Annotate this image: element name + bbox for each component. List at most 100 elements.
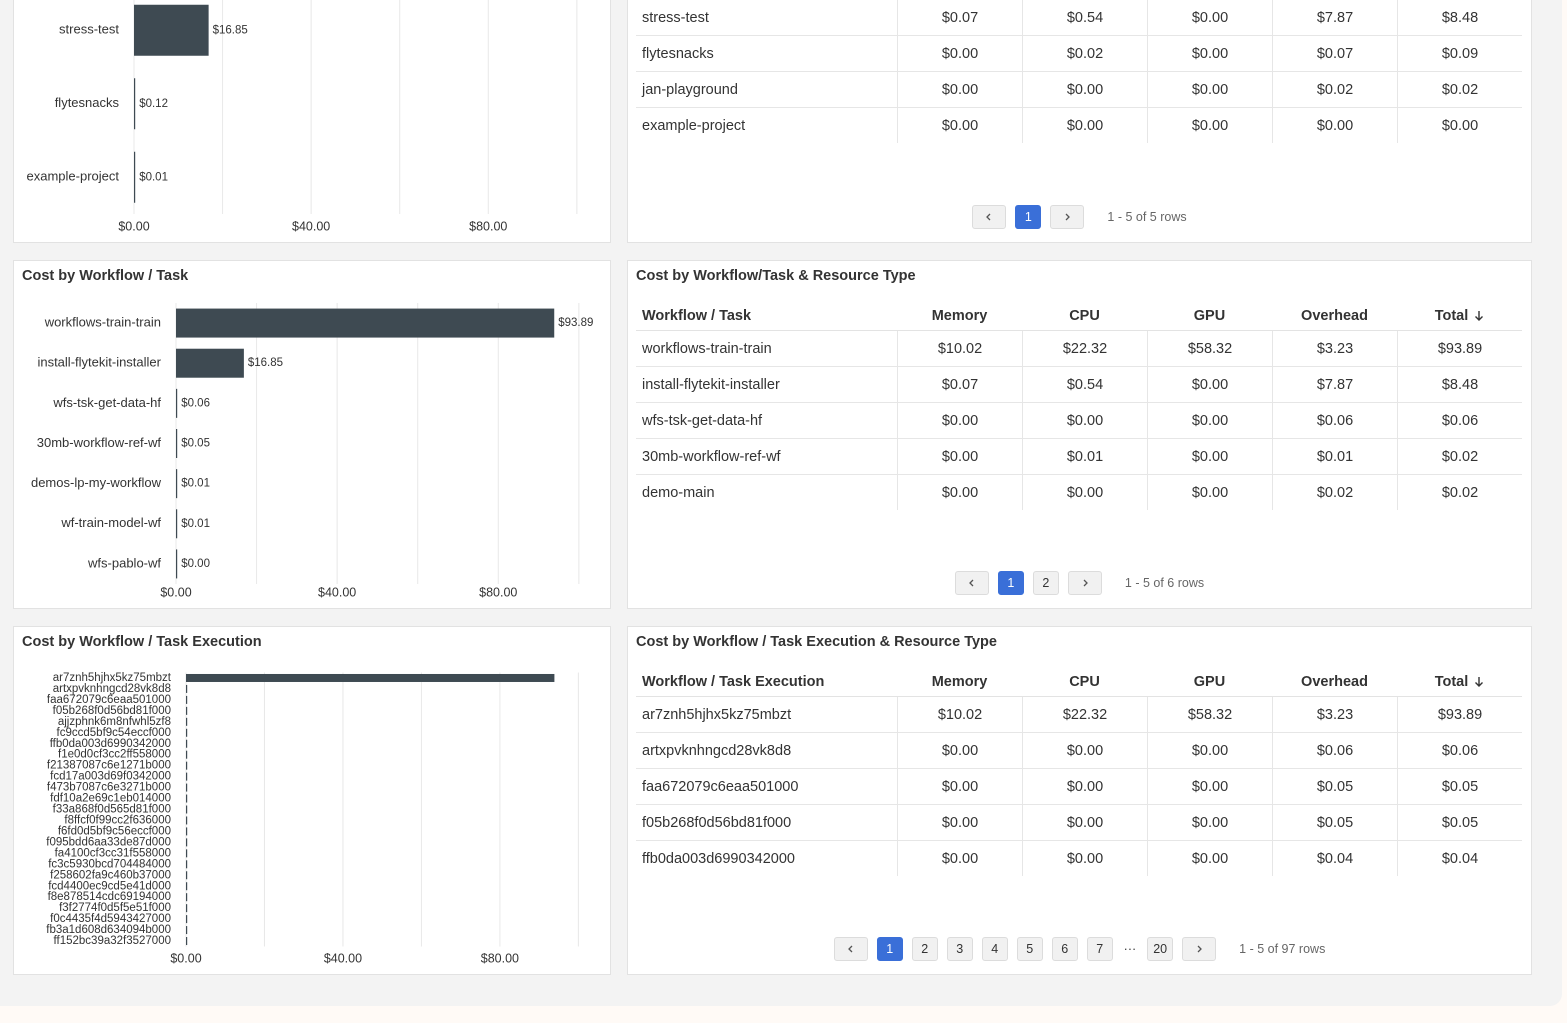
table-cell: $0.00 <box>1147 108 1272 143</box>
pagination-summary: 1 - 5 of 6 rows <box>1124 576 1205 590</box>
page-button[interactable]: 7 <box>1086 937 1113 961</box>
column-header[interactable]: Overhead <box>1272 301 1397 330</box>
table-cell: $22.32 <box>1022 331 1147 366</box>
column-header-text: CPU <box>1069 673 1100 690</box>
table-cell: $0.00 <box>897 733 1022 768</box>
table: Workflow / Task Memory CPU GPU Overhead Total… <box>636 301 1522 510</box>
column-header-text: Overhead <box>1301 307 1368 324</box>
table-cell: $0.02 <box>1272 72 1397 107</box>
page-button[interactable]: 5 <box>1016 937 1043 961</box>
column-header[interactable]: GPU <box>1147 667 1272 696</box>
table-cell: $0.01 <box>1272 439 1397 474</box>
table-cell: $93.89 <box>1397 331 1522 366</box>
table-cell: $10.02 <box>897 331 1022 366</box>
table-header: Workflow / Task Execution Memory CPU GPU Ove… <box>636 667 1522 697</box>
table-cell: $3.23 <box>1272 697 1397 732</box>
table-cell: $8.48 <box>1397 0 1522 35</box>
column-header-text: Memory <box>931 307 988 324</box>
page-button[interactable]: 2 <box>1032 571 1059 595</box>
table-header: Workflow / Task Memory CPU GPU Overhead Total <box>636 301 1522 331</box>
table-row: stress-test $0.07 $0.54 $0.00 $7.87 $8.48 <box>636 0 1522 36</box>
column-header-text: Total <box>1434 673 1469 690</box>
table-cell: $0.02 <box>1397 72 1522 107</box>
table-row: ar7znh5hjhx5kz75mbzt $10.02 $22.32 $58.32 $3… <box>636 697 1522 733</box>
column-header[interactable]: Total <box>1397 301 1522 330</box>
table-cell: $0.54 <box>1022 367 1147 402</box>
column-header-text: Workflow / Task <box>642 307 752 324</box>
pagination-summary: 1 - 5 of 97 rows <box>1239 942 1326 956</box>
table-cell: example-project <box>642 117 746 134</box>
next-page-button[interactable] <box>1067 571 1102 595</box>
column-header[interactable]: CPU <box>1022 667 1147 696</box>
next-page-button[interactable] <box>1050 205 1085 229</box>
table-cell: $0.00 <box>1147 841 1272 876</box>
table-cell: $7.87 <box>1272 0 1397 35</box>
table-cell: $0.07 <box>897 0 1022 35</box>
table-cell: $0.00 <box>1022 108 1147 143</box>
table-cell: $0.00 <box>1147 36 1272 71</box>
table-cell: faa672079c6eaa501000 <box>642 778 799 795</box>
page-button[interactable]: 4 <box>981 937 1008 961</box>
table-cell: $0.05 <box>1397 769 1522 804</box>
table-cell: $0.00 <box>897 769 1022 804</box>
table-cell: $0.05 <box>1272 769 1397 804</box>
table-cell: $58.32 <box>1147 697 1272 732</box>
table: Workflow / Task Execution Memory CPU GPU Ove… <box>636 667 1522 876</box>
prev-page-button[interactable] <box>833 937 868 961</box>
column-header[interactable]: Overhead <box>1272 667 1397 696</box>
column-header[interactable]: Total <box>1397 667 1522 696</box>
table-cell: stress-test <box>642 9 709 26</box>
table-cell: $0.00 <box>1022 769 1147 804</box>
table-cell: $0.02 <box>1397 439 1522 474</box>
table-cell: ar7znh5hjhx5kz75mbzt <box>642 706 792 723</box>
table: stress-test $0.07 $0.54 $0.00 $7.87 $8.48 flyt… <box>636 0 1522 143</box>
column-header[interactable]: CPU <box>1022 301 1147 330</box>
column-header[interactable]: GPU <box>1147 301 1272 330</box>
column-header-text: CPU <box>1069 307 1100 324</box>
table-cell: $0.00 <box>1022 841 1147 876</box>
page-button[interactable]: 2 <box>911 937 938 961</box>
next-page-button[interactable] <box>1182 937 1217 961</box>
prev-page-button[interactable] <box>954 571 989 595</box>
table-cell: $0.07 <box>897 367 1022 402</box>
column-header[interactable]: Memory <box>897 667 1022 696</box>
prev-page-button[interactable] <box>972 205 1007 229</box>
table-cell: $0.00 <box>1022 72 1147 107</box>
page-button[interactable]: 1 <box>1015 205 1042 229</box>
column-header[interactable]: Memory <box>897 301 1022 330</box>
table-row: install-flytekit-installer $0.07 $0.54 $0.0… <box>636 367 1522 403</box>
page-button[interactable]: 6 <box>1051 937 1078 961</box>
table-panel: Cost by Workflow / Task Execution & Reso… <box>627 626 1532 975</box>
table-cell: $0.00 <box>1147 72 1272 107</box>
table-cell: $0.00 <box>897 72 1022 107</box>
chart-panel: Cost by Workflow / Task Execution <box>13 626 611 975</box>
table-cell: $8.48 <box>1397 367 1522 402</box>
table-cell: $93.89 <box>1397 697 1522 732</box>
page-button[interactable]: 1 <box>876 937 903 961</box>
table-cell: $0.07 <box>1272 36 1397 71</box>
table-cell: $3.23 <box>1272 331 1397 366</box>
table-cell: $0.00 <box>1272 108 1397 143</box>
page-button[interactable]: 1 <box>997 571 1024 595</box>
table-cell: 30mb-workflow-ref-wf <box>642 448 781 465</box>
table-cell: $0.00 <box>897 475 1022 510</box>
table-cell: $0.00 <box>1022 805 1147 840</box>
table-row: example-project $0.00 $0.00 $0.00 $0.00 $0.00 <box>636 108 1522 143</box>
table-cell: $0.00 <box>1147 805 1272 840</box>
column-header[interactable]: Workflow / Task Execution <box>636 667 897 696</box>
table-cell: $0.00 <box>897 36 1022 71</box>
table-cell: $0.06 <box>1397 403 1522 438</box>
table-cell: $0.01 <box>1022 439 1147 474</box>
table-row: faa672079c6eaa501000 $0.00 $0.00 $0.00 $0.05… <box>636 769 1522 805</box>
table-cell: $0.00 <box>1022 475 1147 510</box>
table-cell: $0.00 <box>1147 769 1272 804</box>
table-cell: $0.09 <box>1397 36 1522 71</box>
page-button[interactable]: 20 <box>1147 937 1174 961</box>
column-header[interactable]: Workflow / Task <box>636 301 897 330</box>
table-row: f05b268f0d56bd81f000 $0.00 $0.00 $0.00 $0.05… <box>636 805 1522 841</box>
page-button[interactable]: 3 <box>946 937 973 961</box>
column-header-text: GPU <box>1193 673 1226 690</box>
table-cell: install-flytekit-installer <box>642 376 780 393</box>
table-cell: jan-playground <box>642 81 738 98</box>
